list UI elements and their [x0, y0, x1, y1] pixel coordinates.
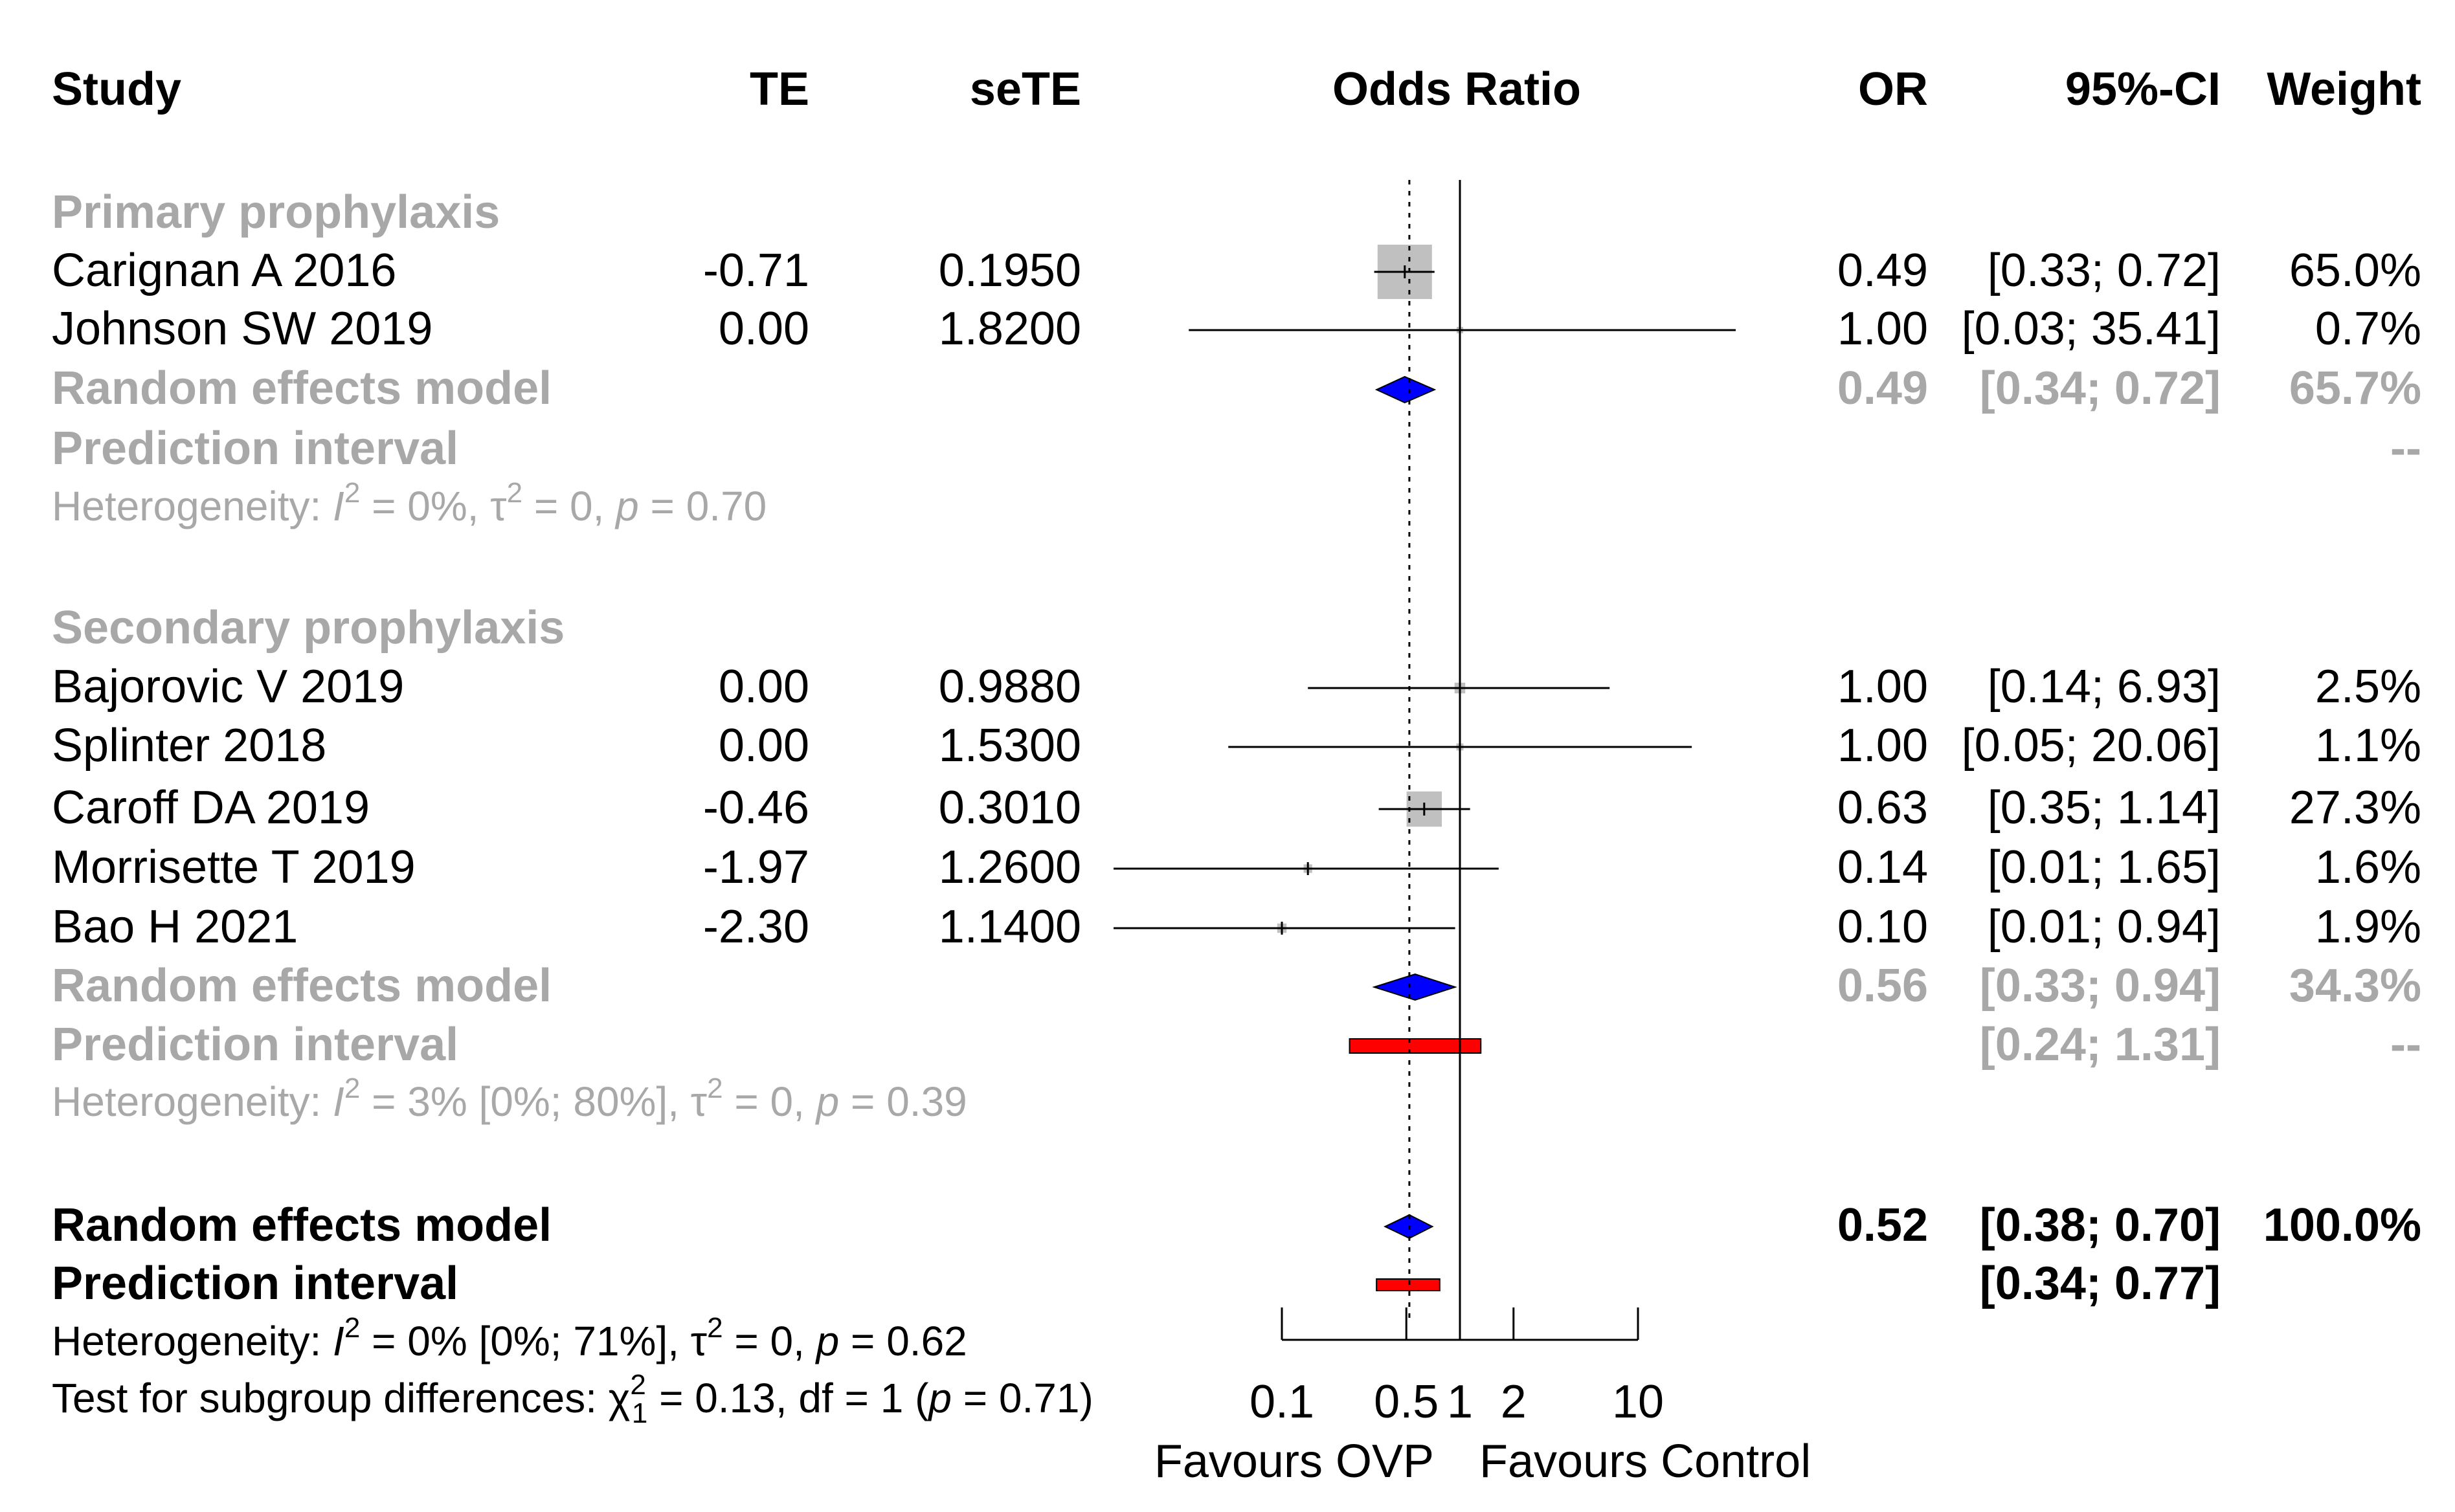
- study-ci: [0.35; 1.14]: [1987, 782, 2221, 834]
- study-weight: 1.9%: [2315, 901, 2421, 953]
- study-ci: [0.03; 35.41]: [1961, 303, 2221, 355]
- subgroup-prediction-label: Prediction interval: [52, 1019, 459, 1071]
- subgroup-random-effects-weight: 34.3%: [2289, 960, 2421, 1012]
- subgroup-random-effects-weight: 65.7%: [2289, 362, 2421, 414]
- study-weight: 1.1%: [2315, 720, 2421, 772]
- study-te: 0.00: [718, 720, 809, 772]
- study-or: 1.00: [1837, 720, 1928, 772]
- study-or: 0.14: [1837, 841, 1928, 893]
- subgroup-summary-diamond: [1372, 973, 1457, 1001]
- subgroup-heterogeneity: Heterogeneity: I2 = 3% [0%; 80%], τ2 = 0…: [52, 1073, 967, 1125]
- subgroup-random-effects-ci: [0.33; 0.94]: [1979, 960, 2221, 1012]
- overall-prediction-bar: [1376, 1278, 1440, 1291]
- header-ci: 95%-CI: [2065, 63, 2221, 115]
- overall-random-effects-or: 0.52: [1837, 1199, 1928, 1251]
- subgroup-prediction-ci: [0.24; 1.31]: [1979, 1019, 2221, 1071]
- overall-random-effects-ci: [0.38; 0.70]: [1979, 1199, 2221, 1251]
- study-name: Bajorovic V 2019: [52, 661, 405, 713]
- header-study: Study: [52, 63, 182, 115]
- study-te: -0.71: [702, 245, 809, 296]
- subgroup-heterogeneity: Heterogeneity: I2 = 0%, τ2 = 0, p = 0.70: [52, 477, 767, 529]
- x-axis-tick-label: 0.1: [1249, 1376, 1315, 1428]
- overall-heterogeneity: Heterogeneity: I2 = 0% [0%; 71%], τ2 = 0…: [52, 1312, 967, 1364]
- overall-prediction-ci: [0.34; 0.77]: [1979, 1258, 2221, 1309]
- study-or: 0.49: [1837, 245, 1928, 296]
- study-sete: 1.2600: [938, 841, 1081, 893]
- header-odds-ratio: Odds Ratio: [1332, 63, 1581, 115]
- study-ci: [0.01; 0.94]: [1987, 901, 2221, 953]
- study-name: Bao H 2021: [52, 901, 298, 953]
- header-weight: Weight: [2267, 63, 2421, 115]
- study-te: 0.00: [718, 303, 809, 355]
- study-or: 1.00: [1837, 661, 1928, 713]
- study-ci: [0.33; 0.72]: [1987, 245, 2221, 296]
- study-sete: 1.1400: [938, 901, 1081, 953]
- header-or: OR: [1858, 63, 1928, 115]
- study-weight: 0.7%: [2315, 303, 2421, 355]
- study-name: Carignan A 2016: [52, 245, 397, 296]
- overall-random-effects-weight: 100.0%: [2263, 1199, 2421, 1251]
- subgroup-random-effects-or: 0.49: [1837, 362, 1928, 414]
- subgroup-random-effects-label: Random effects model: [52, 362, 552, 414]
- study-weight: 27.3%: [2289, 782, 2421, 834]
- study-or: 0.63: [1837, 782, 1928, 834]
- subgroup-random-effects-or: 0.56: [1837, 960, 1928, 1012]
- study-sete: 0.9880: [938, 661, 1081, 713]
- x-axis-tick-label: 2: [1500, 1376, 1527, 1428]
- study-ci: [0.14; 6.93]: [1987, 661, 2221, 713]
- subgroup-heading: Primary prophylaxis: [52, 186, 500, 238]
- study-or: 0.10: [1837, 901, 1928, 953]
- study-te: -1.97: [702, 841, 809, 893]
- subgroup-differences-test: Test for subgroup differences: χ21 = 0.1…: [52, 1369, 1093, 1429]
- study-weight: 1.6%: [2315, 841, 2421, 893]
- study-name: Morrisette T 2019: [52, 841, 416, 893]
- study-ci: [0.05; 20.06]: [1961, 720, 2221, 772]
- subgroup-random-effects-label: Random effects model: [52, 960, 552, 1012]
- study-weight: 65.0%: [2289, 245, 2421, 296]
- study-te: -0.46: [702, 782, 809, 834]
- header-sete: seTE: [969, 63, 1081, 115]
- study-sete: 0.1950: [938, 245, 1081, 296]
- study-weight: 2.5%: [2315, 661, 2421, 713]
- x-axis-tick-label: 10: [1611, 1376, 1665, 1428]
- study-sete: 0.3010: [938, 782, 1081, 834]
- study-name: Johnson SW 2019: [52, 303, 433, 355]
- overall-prediction-label: Prediction interval: [52, 1258, 459, 1309]
- study-te: 0.00: [718, 661, 809, 713]
- subgroup-prediction-weight: --: [2390, 1019, 2421, 1071]
- study-sete: 1.8200: [938, 303, 1081, 355]
- header-te: TE: [749, 63, 809, 115]
- subgroup-prediction-label: Prediction interval: [52, 423, 459, 474]
- subgroup-heading: Secondary prophylaxis: [52, 602, 565, 654]
- favours-right-label: Favours Control: [1479, 1436, 1811, 1487]
- overall-random-effects-label: Random effects model: [52, 1199, 552, 1251]
- favours-left-label: Favours OVP: [1154, 1436, 1434, 1487]
- subgroup-prediction-weight: --: [2390, 423, 2421, 474]
- x-axis-tick-label: 0.5: [1374, 1376, 1439, 1428]
- study-name: Caroff DA 2019: [52, 782, 370, 834]
- x-axis-tick-label: 1: [1446, 1376, 1474, 1428]
- study-sete: 1.5300: [938, 720, 1081, 772]
- study-ci: [0.01; 1.65]: [1987, 841, 2221, 893]
- subgroup-summary-diamond: [1374, 375, 1437, 404]
- study-name: Splinter 2018: [52, 720, 327, 772]
- study-or: 1.00: [1837, 303, 1928, 355]
- study-te: -2.30: [702, 901, 809, 953]
- subgroup-random-effects-ci: [0.34; 0.72]: [1979, 362, 2221, 414]
- subgroup-prediction-bar: [1349, 1038, 1482, 1054]
